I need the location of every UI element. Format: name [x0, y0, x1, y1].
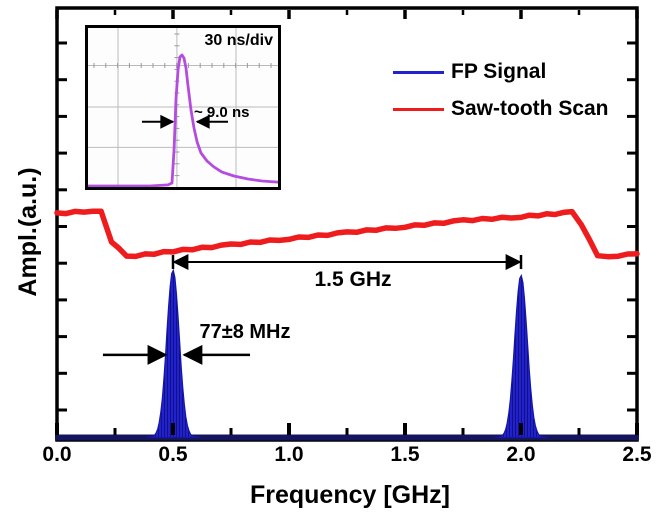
legend-label-saw-tooth: Saw-tooth Scan: [451, 97, 609, 120]
legend-line-fp-signal: [393, 70, 444, 74]
x-tick-label-0.0: 0.0: [42, 443, 72, 466]
legend-item-saw-tooth: Saw-tooth Scan: [393, 97, 609, 121]
annotation-free-spectral-range: 1.5 GHz: [314, 268, 392, 291]
legend-line-saw-tooth: [393, 107, 444, 111]
x-axis-label: Frequency [GHz]: [249, 481, 451, 509]
y-axis-label: Ampl.(a.u.): [14, 167, 42, 297]
x-tick-label-1.5: 1.5: [390, 443, 420, 466]
annotation-linewidth: 77±8 MHz: [199, 321, 291, 343]
inset-scale-label: 30 ns/div: [204, 32, 273, 49]
x-tick-label-2.0: 2.0: [506, 443, 536, 466]
inset-canvas: [88, 28, 278, 187]
x-tick-label-0.5: 0.5: [158, 443, 188, 466]
x-tick-label-1.0: 1.0: [274, 443, 304, 466]
legend-label-fp-signal: FP Signal: [451, 60, 547, 83]
x-tick-label-2.5: 2.5: [622, 443, 652, 466]
inset-oscilloscope-trace: 30 ns/div ~ 9.0 ns: [85, 25, 281, 190]
inset-pulse-width-annotation: ~ 9.0 ns: [194, 104, 250, 121]
legend-item-fp-signal: FP Signal: [393, 60, 546, 84]
